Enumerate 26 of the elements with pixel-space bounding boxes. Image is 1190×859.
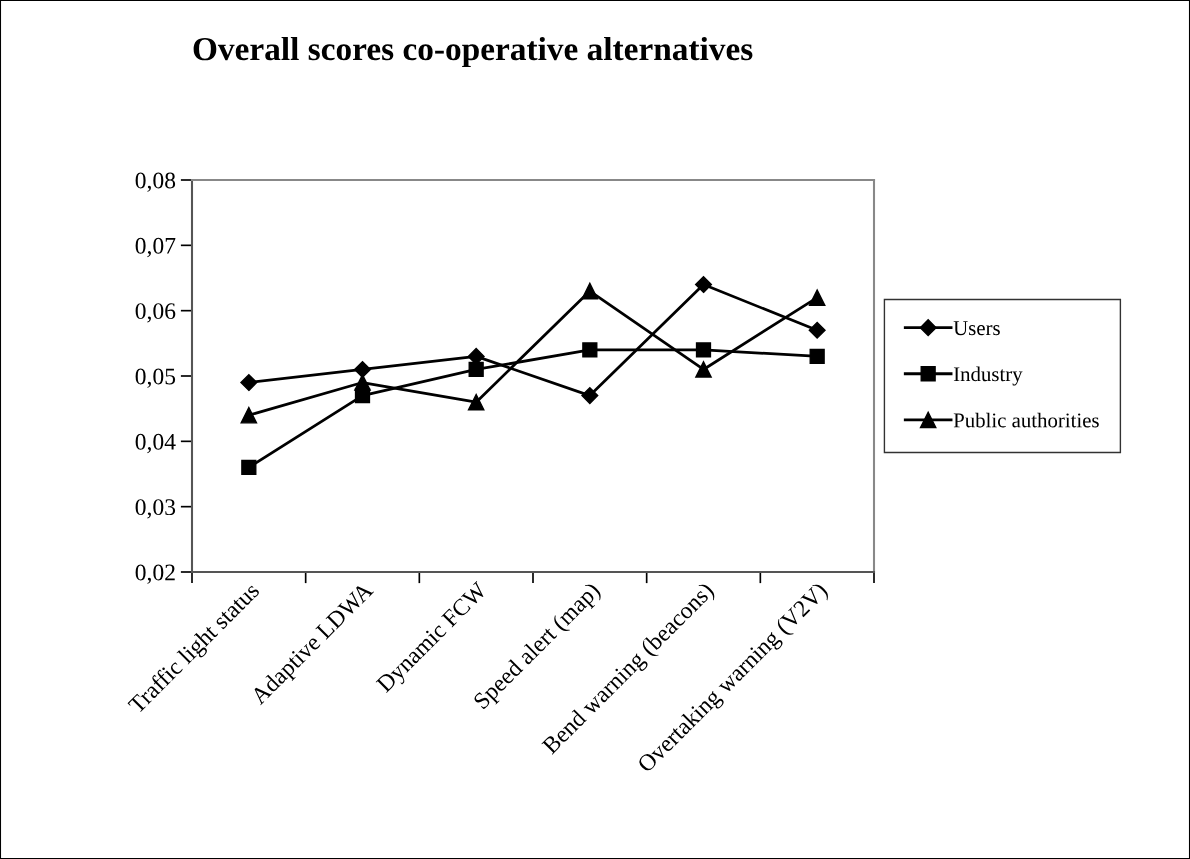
point bbox=[809, 348, 825, 365]
y-tick-label: 0,02 bbox=[135, 564, 175, 584]
point bbox=[581, 387, 599, 405]
point bbox=[695, 361, 712, 378]
point bbox=[808, 321, 826, 339]
point bbox=[468, 361, 484, 378]
point bbox=[694, 275, 713, 294]
y-tick-label: 0,03 bbox=[135, 499, 176, 519]
point bbox=[581, 282, 599, 300]
point bbox=[808, 289, 826, 306]
y-tick-label: 0,06 bbox=[135, 303, 176, 323]
point bbox=[467, 393, 485, 411]
point bbox=[240, 373, 258, 392]
point bbox=[695, 342, 712, 358]
y-tick-label: 0,07 bbox=[135, 237, 176, 258]
point bbox=[240, 406, 258, 424]
legend-label: Public authorities bbox=[953, 412, 1099, 428]
point bbox=[241, 459, 257, 476]
y-tick-label: 0,04 bbox=[135, 433, 176, 454]
y-tick-label: 0,08 bbox=[135, 172, 176, 192]
y-tick-label: 0,05 bbox=[135, 368, 176, 388]
point bbox=[582, 342, 598, 358]
legend-label: Industry bbox=[953, 366, 1023, 386]
chart-title: Overall scores co-operative alternatives bbox=[193, 36, 753, 68]
legend-label: Users bbox=[953, 321, 1000, 336]
point bbox=[354, 374, 371, 391]
